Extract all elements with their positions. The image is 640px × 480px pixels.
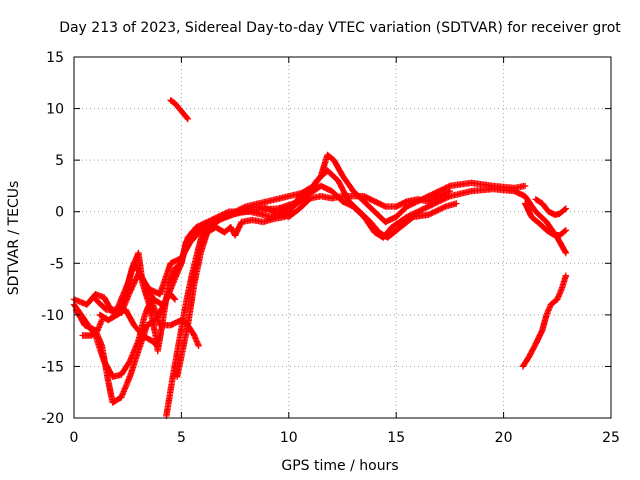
- axis-ticks: 0 5 10 15 20 25 -20 -15 -10 -5 0 5 10 15: [41, 50, 620, 446]
- x-tick-label: 5: [177, 430, 186, 446]
- x-tick-label: 25: [602, 430, 620, 446]
- series-markers: [521, 200, 570, 239]
- series-markers: [167, 97, 191, 123]
- y-tick-label: 0: [55, 205, 64, 221]
- y-tick-label: 10: [46, 102, 64, 118]
- series-markers: [519, 272, 570, 370]
- series-track-k: [519, 272, 570, 370]
- grid-lines: [74, 57, 611, 418]
- series-track-j: [167, 97, 191, 123]
- series-markers: [163, 187, 454, 420]
- series-track-g: [113, 306, 161, 349]
- series-track-e: [92, 260, 179, 313]
- series-track-f: [79, 316, 106, 339]
- x-tick-label: 0: [70, 430, 79, 446]
- y-tick-label: -15: [41, 359, 64, 375]
- x-tick-label: 20: [495, 430, 513, 446]
- series-markers: [113, 306, 161, 349]
- y-tick-label: -20: [41, 411, 64, 427]
- y-axis-label: SDTVAR / TECUs: [6, 181, 22, 296]
- data-layer: [70, 97, 570, 420]
- y-tick-label: -5: [50, 256, 64, 272]
- series-markers: [79, 316, 106, 339]
- y-tick-label: 15: [46, 50, 64, 66]
- series-markers: [532, 196, 570, 218]
- series-track-i: [173, 184, 314, 380]
- chart-title: Day 213 of 2023, Sidereal Day-to-day VTE…: [59, 20, 621, 36]
- series-track-h: [163, 187, 454, 420]
- series-track-m: [521, 200, 570, 239]
- series-markers: [92, 260, 179, 313]
- x-axis-label: GPS time / hours: [281, 458, 398, 474]
- x-tick-label: 10: [280, 430, 298, 446]
- plot-frame: [73, 56, 612, 419]
- series-markers: [173, 184, 314, 380]
- y-tick-label: -10: [41, 308, 64, 324]
- x-tick-label: 15: [387, 430, 405, 446]
- y-tick-label: 5: [55, 153, 64, 169]
- series-track-l: [532, 196, 570, 218]
